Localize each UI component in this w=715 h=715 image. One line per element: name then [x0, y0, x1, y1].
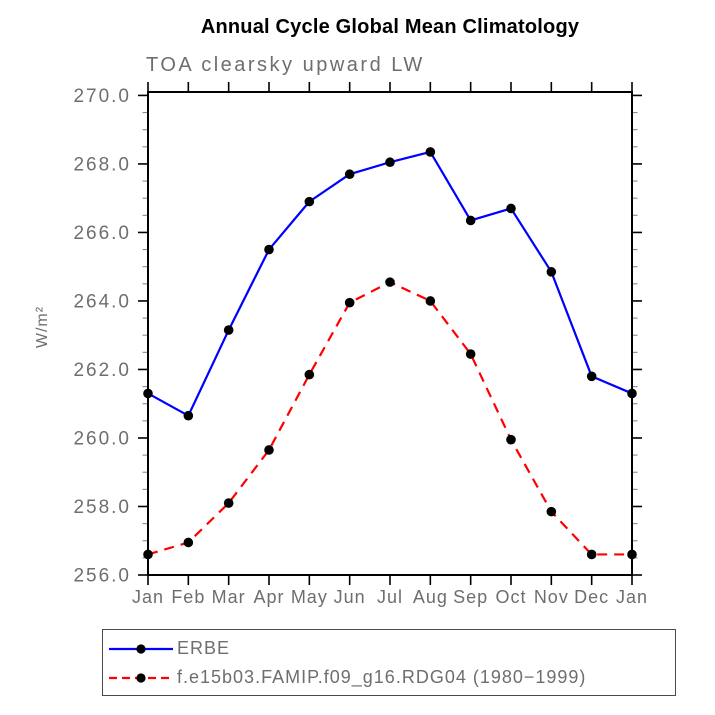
y-tick-label: 266.0: [73, 223, 131, 244]
legend: ERBE f.e15b03.FAMIP.f09_g16.RDG04 (1980−…: [102, 629, 676, 696]
y-tick-label: 258.0: [73, 497, 131, 518]
x-tick-label: Jan: [132, 587, 164, 607]
data-point-series-1: [546, 506, 557, 517]
data-point-series-1: [143, 549, 153, 560]
data-point-series-0: [304, 196, 315, 207]
data-point-series-0: [223, 325, 234, 335]
data-point-series-0: [506, 203, 516, 214]
data-point-series-0: [546, 267, 557, 277]
data-point-series-1: [465, 349, 476, 359]
legend-item-erbe: ERBE: [107, 634, 675, 663]
y-tick-label: 264.0: [73, 291, 131, 312]
y-tick-label: 262.0: [73, 360, 131, 381]
x-tick-label: Jan: [616, 587, 648, 607]
y-axis-title: W/m²: [34, 305, 51, 349]
x-tick-label: Oct: [495, 587, 526, 607]
y-tick-label: 268.0: [73, 154, 131, 175]
data-point-series-0: [465, 215, 476, 226]
x-tick-label: Sep: [453, 587, 488, 607]
series-line-1: [147, 281, 632, 556]
x-tick-label: Jun: [334, 587, 366, 607]
x-tick-label: Nov: [534, 587, 569, 607]
model-line-swatch-icon: [109, 672, 173, 683]
x-tick-label: Aug: [413, 587, 448, 607]
data-point-series-1: [425, 296, 436, 306]
x-tick-label: Mar: [212, 587, 246, 607]
data-point-series-0: [385, 157, 395, 168]
data-point-series-1: [627, 549, 637, 560]
x-tick-label: May: [291, 587, 328, 607]
y-tick-label: 260.0: [73, 428, 131, 449]
chart-subtitle: TOA clearsky upward LW: [146, 54, 425, 76]
data-point-series-0: [183, 410, 194, 421]
data-point-series-1: [344, 297, 355, 308]
data-point-series-1: [586, 549, 597, 560]
data-point-series-1: [264, 445, 274, 455]
x-tick-label: Feb: [171, 587, 205, 607]
legend-item-model: f.e15b03.FAMIP.f09_g16.RDG04 (1980−1999): [107, 663, 675, 692]
data-point-series-0: [344, 169, 355, 180]
legend-label-model: f.e15b03.FAMIP.f09_g16.RDG04 (1980−1999): [177, 667, 587, 687]
chart-title: Annual Cycle Global Mean Climatology: [200, 16, 580, 38]
data-point-series-0: [586, 371, 597, 382]
x-tick-label: Apr: [253, 587, 284, 607]
data-point-series-1: [304, 369, 315, 380]
x-tick-label: Dec: [574, 587, 609, 607]
plot-frame: [147, 91, 633, 576]
y-tick-label: 270.0: [73, 86, 131, 107]
data-point-series-1: [385, 277, 395, 287]
data-point-series-0: [143, 388, 153, 399]
erbe-line-swatch-icon: [109, 643, 173, 654]
data-point-series-0: [264, 244, 274, 255]
x-tick-label: Jul: [377, 587, 403, 607]
data-point-series-1: [506, 434, 516, 445]
data-point-series-0: [425, 147, 436, 157]
legend-label-erbe: ERBE: [177, 638, 231, 658]
y-tick-label: 256.0: [73, 566, 131, 587]
data-point-series-1: [183, 537, 194, 548]
data-point-series-0: [627, 388, 637, 399]
data-point-series-1: [223, 498, 234, 508]
